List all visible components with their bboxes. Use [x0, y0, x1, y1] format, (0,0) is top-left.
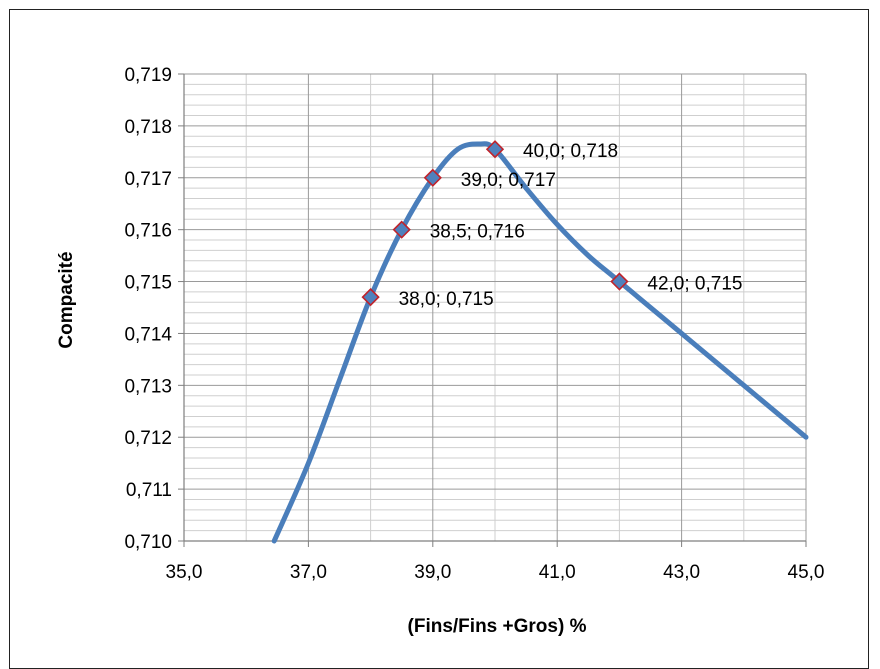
y-tick-label: 0,718 — [124, 117, 172, 138]
data-point-label: 39,0; 0,717 — [461, 170, 556, 191]
x-tick-label: 37,0 — [290, 562, 327, 583]
y-tick-label: 0,710 — [124, 532, 172, 553]
data-point-label: 42,0; 0,715 — [647, 274, 742, 295]
y-tick-label: 0,717 — [124, 169, 172, 190]
data-point-marker — [485, 140, 505, 159]
point-labels: 38,0; 0,715 38,5; 0,716 39,0; 0,717 40,0; 0… — [399, 141, 743, 310]
y-axis-title: Compacité — [56, 251, 77, 348]
data-markers — [361, 140, 629, 307]
y-tick-label: 0,711 — [126, 480, 172, 501]
y-tick-label: 0,715 — [124, 273, 172, 294]
y-tick-label: 0,719 — [124, 65, 172, 86]
data-point-marker — [361, 287, 380, 307]
series-curve — [271, 141, 809, 544]
chart-frame — [9, 9, 869, 669]
data-point-marker — [610, 272, 629, 291]
data-point-marker — [392, 220, 411, 239]
y-tick-label: 0,712 — [124, 428, 172, 449]
axes — [178, 73, 807, 547]
gridlines — [184, 73, 807, 541]
x-tick-label: 45,0 — [788, 562, 825, 583]
x-tick-label: 43,0 — [663, 562, 700, 583]
x-tick-label: 41,0 — [539, 562, 576, 583]
y-tick-label: 0,713 — [124, 376, 172, 397]
x-tick-label: 39,0 — [414, 562, 451, 583]
data-point-label: 38,0; 0,715 — [399, 289, 494, 310]
x-axis-title: (Fins/Fins +Gros) % — [408, 616, 587, 637]
y-tick-label: 0,716 — [124, 221, 172, 242]
data-point-label: 40,0; 0,718 — [523, 141, 618, 162]
y-tick-label: 0,714 — [124, 324, 172, 345]
data-point-label: 38,5; 0,716 — [430, 222, 525, 243]
tick-labels: 0,710 0,711 0,712 0,713 0,714 0,715 0,716 0,717… — [124, 65, 824, 583]
data-point-marker — [423, 168, 442, 187]
x-tick-label: 35,0 — [166, 562, 203, 583]
